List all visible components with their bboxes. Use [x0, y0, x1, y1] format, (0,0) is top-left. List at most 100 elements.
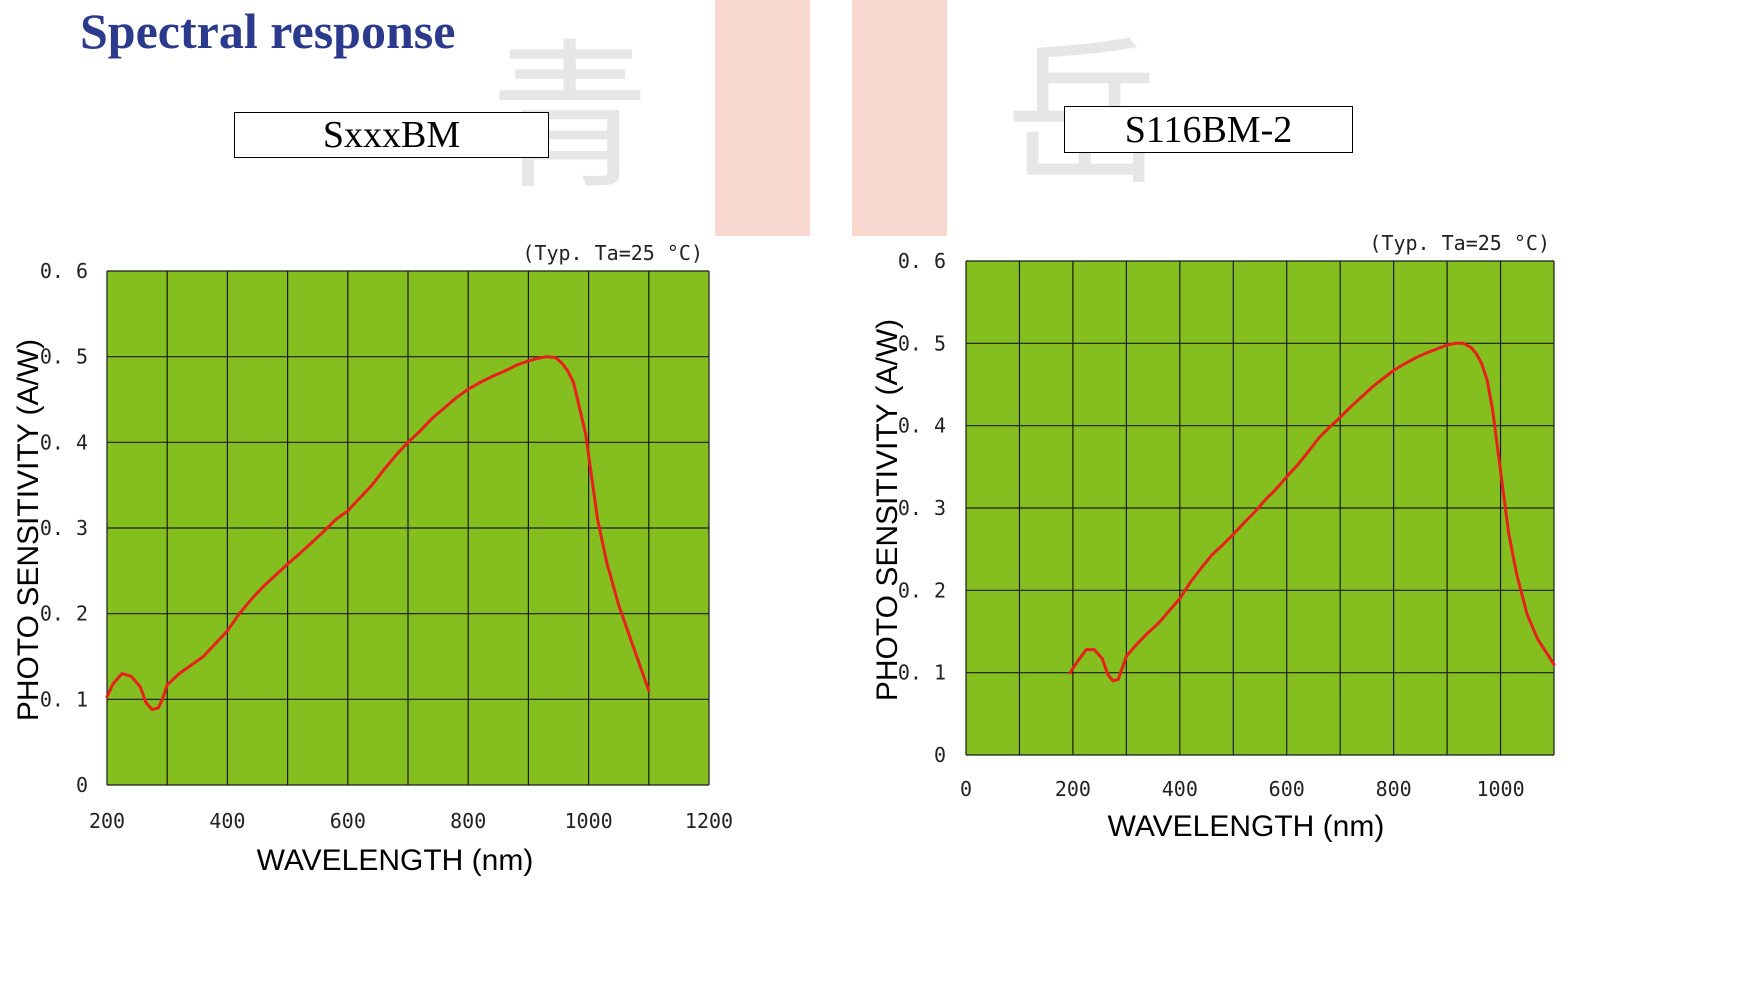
data-point	[641, 672, 645, 675]
data-point	[442, 406, 446, 410]
data-point	[1157, 621, 1160, 625]
data-point	[1413, 356, 1417, 360]
data-point	[466, 387, 470, 391]
data-point	[605, 560, 609, 564]
data-point	[1100, 657, 1104, 661]
data-point	[584, 432, 587, 436]
y-tick-label: 0. 2	[40, 602, 88, 626]
data-point	[1135, 642, 1139, 646]
data-point	[1189, 580, 1192, 584]
data-point	[1092, 648, 1096, 651]
data-point	[165, 683, 169, 687]
data-point	[1285, 475, 1289, 479]
data-point	[1475, 352, 1478, 356]
data-point	[1106, 672, 1110, 676]
data-point	[1360, 395, 1363, 399]
y-tick-label: 0. 6	[898, 249, 946, 273]
data-point	[177, 672, 181, 675]
data-point	[1242, 521, 1246, 525]
y-tick-label: 0. 5	[898, 331, 946, 355]
data-point	[1210, 553, 1214, 557]
data-point	[1296, 463, 1299, 467]
data-point	[590, 475, 593, 478]
data-point	[144, 701, 148, 705]
y-tick-label: 0. 3	[898, 496, 946, 520]
data-point	[554, 356, 557, 359]
x-tick-label: 400	[209, 809, 245, 833]
x-tick-label: 400	[1162, 777, 1198, 801]
y-tick-label: 0. 1	[898, 661, 946, 685]
data-point	[370, 483, 374, 487]
x-tick-label: 1000	[565, 809, 613, 833]
data-point	[527, 359, 530, 363]
model-label-box-right: S116BM-2	[1064, 106, 1353, 153]
data-point	[545, 355, 548, 359]
data-point	[1552, 663, 1556, 666]
data-point	[1167, 609, 1171, 613]
data-point	[1111, 679, 1115, 683]
data-point	[1120, 667, 1124, 670]
data-point	[1453, 341, 1457, 345]
data-point	[1485, 379, 1489, 382]
y-tick-label: 0. 3	[40, 516, 88, 540]
data-point	[566, 369, 569, 372]
data-point	[105, 695, 109, 699]
data-point	[1076, 658, 1080, 662]
data-point	[382, 468, 386, 472]
data-point	[1435, 347, 1438, 351]
data-point	[454, 396, 458, 400]
data-point	[1068, 671, 1072, 675]
data-point	[1525, 613, 1529, 617]
data-point	[150, 708, 154, 711]
data-point	[1547, 654, 1551, 658]
data-point	[560, 361, 563, 365]
data-point	[129, 674, 133, 678]
data-point	[394, 453, 398, 457]
data-point	[490, 375, 494, 378]
data-point	[515, 363, 518, 367]
data-point	[1370, 385, 1374, 389]
y-tick-label: 0	[934, 743, 946, 767]
data-point	[1501, 490, 1505, 493]
x-tick-label: 800	[1376, 777, 1412, 801]
data-point	[156, 706, 160, 710]
data-point	[214, 642, 217, 645]
data-point	[120, 672, 124, 675]
data-point	[262, 584, 265, 588]
data-point	[1349, 405, 1353, 409]
data-point	[298, 552, 301, 556]
y-tick-label: 0. 1	[40, 687, 88, 711]
model-label: S116BM-2	[1124, 108, 1293, 151]
x-axis-label: WAVELENGTH (nm)	[1108, 810, 1385, 843]
y-tick-label: 0. 6	[40, 259, 88, 283]
data-point	[1178, 597, 1182, 600]
data-point	[346, 509, 350, 513]
data-point	[536, 357, 539, 360]
data-point	[1274, 487, 1278, 491]
data-point	[286, 562, 289, 566]
data-point	[334, 518, 338, 521]
data-point	[1221, 543, 1224, 547]
x-tick-label: 200	[1055, 777, 1091, 801]
data-point	[1402, 362, 1406, 366]
data-point	[1480, 362, 1484, 366]
x-tick-label: 600	[1269, 777, 1305, 801]
measurement-condition: (Typ. Ta=25 °C)	[1369, 231, 1550, 255]
data-point	[1491, 407, 1494, 411]
data-point	[358, 496, 362, 500]
x-tick-label: 600	[330, 809, 366, 833]
data-point	[430, 416, 434, 420]
data-point	[1469, 346, 1473, 349]
data-point	[1392, 369, 1395, 372]
data-point	[1536, 638, 1540, 642]
data-point	[572, 381, 575, 384]
data-point	[1253, 510, 1257, 514]
x-tick-label: 200	[89, 809, 125, 833]
data-point	[310, 541, 314, 544]
data-point	[647, 689, 651, 693]
data-point	[1445, 343, 1449, 347]
data-point	[1381, 377, 1385, 381]
model-label: SxxxBM	[322, 114, 461, 156]
y-axis-label: PHOTO SENSITIVITY (A/W)	[12, 339, 45, 721]
